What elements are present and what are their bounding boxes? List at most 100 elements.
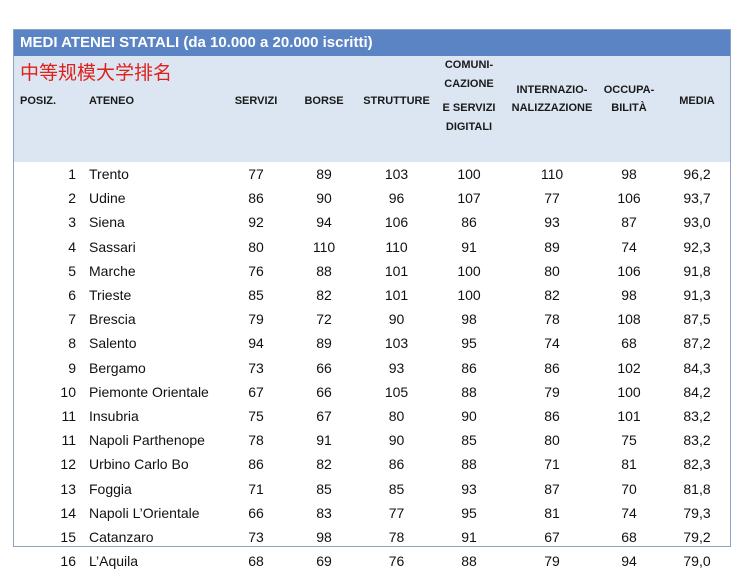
cell-ateneo: Urbino Carlo Bo bbox=[89, 456, 189, 473]
cell-servizi: 66 bbox=[248, 504, 264, 521]
cell-ateneo: Catanzaro bbox=[89, 529, 154, 545]
cell-occupabilita: 106 bbox=[617, 262, 641, 279]
cell-posizione: 12 bbox=[60, 456, 76, 473]
cell-servizi: 92 bbox=[248, 214, 264, 231]
cell-internazionalizzazione: 80 bbox=[544, 262, 560, 279]
cell-media: 79,2 bbox=[683, 529, 711, 545]
cell-internazionalizzazione: 74 bbox=[544, 335, 560, 352]
cell-internazionalizzazione: 79 bbox=[544, 553, 560, 570]
cell-borse: 66 bbox=[316, 359, 332, 376]
cell-servizi: 94 bbox=[248, 335, 264, 352]
table-row: 13 Foggia 71 85 85 93 87 70 81,8 bbox=[14, 477, 730, 501]
header-comunicazione-3: E SERVIZI bbox=[442, 102, 496, 114]
cell-servizi: 79 bbox=[248, 311, 264, 328]
cell-borse: 98 bbox=[316, 529, 332, 545]
cell-occupabilita: 94 bbox=[621, 553, 637, 570]
cell-occupabilita: 74 bbox=[621, 238, 637, 255]
table-row: 4 Sassari 80 110 110 91 89 74 92,3 bbox=[14, 235, 730, 259]
cell-occupabilita: 68 bbox=[621, 335, 637, 352]
cell-borse: 90 bbox=[316, 190, 332, 207]
cell-occupabilita: 81 bbox=[621, 456, 637, 473]
cell-media: 82,3 bbox=[683, 456, 711, 473]
cell-servizi: 68 bbox=[248, 553, 264, 570]
cell-posizione: 8 bbox=[68, 335, 76, 352]
cell-occupabilita: 74 bbox=[621, 504, 637, 521]
cell-posizione: 4 bbox=[68, 238, 76, 255]
cell-ateneo: Sassari bbox=[89, 238, 136, 255]
cell-occupabilita: 102 bbox=[617, 359, 641, 376]
cell-posizione: 14 bbox=[60, 504, 76, 521]
cell-ateneo: Bergamo bbox=[89, 359, 146, 376]
cell-strutture: 80 bbox=[388, 408, 405, 424]
cell-strutture: 77 bbox=[388, 504, 405, 521]
table-row: 10 Piemonte Orientale 67 66 105 88 79 100 84,2 bbox=[14, 380, 730, 404]
header-strutture: STRUTTURE bbox=[363, 95, 430, 107]
table-row: 11 Napoli Parthenope 78 91 90 85 80 75 83,2 bbox=[14, 428, 730, 452]
cell-occupabilita: 75 bbox=[621, 432, 637, 449]
cell-occupabilita: 87 bbox=[621, 214, 637, 231]
cell-internazionalizzazione: 87 bbox=[544, 480, 560, 497]
header-internazionalizzazione-1: INTERNAZIO- bbox=[516, 84, 588, 96]
cell-strutture: 78 bbox=[388, 529, 405, 545]
cell-occupabilita: 98 bbox=[621, 166, 637, 182]
cell-posizione: 5 bbox=[68, 262, 76, 279]
cell-comunicazione: 93 bbox=[461, 480, 477, 497]
cell-ateneo: Napoli L’Orientale bbox=[89, 504, 200, 521]
cell-media: 79,3 bbox=[683, 504, 711, 521]
table-subtitle: 中等规模大学排名 bbox=[20, 62, 173, 84]
cell-borse: 110 bbox=[312, 238, 336, 255]
header-borse: BORSE bbox=[304, 95, 344, 107]
cell-posizione: 15 bbox=[60, 529, 76, 545]
header-occupabilita-2: BILITÀ bbox=[611, 102, 647, 114]
table-row: 5 Marche 76 88 101 100 80 106 91,8 bbox=[14, 259, 730, 283]
cell-borse: 83 bbox=[316, 504, 332, 521]
cell-internazionalizzazione: 79 bbox=[544, 383, 560, 400]
cell-servizi: 75 bbox=[248, 408, 264, 424]
cell-comunicazione: 88 bbox=[461, 383, 477, 400]
cell-media: 83,2 bbox=[683, 432, 711, 449]
table-title: MEDI ATENEI STATALI (da 10.000 a 20.000 … bbox=[14, 30, 730, 56]
cell-occupabilita: 100 bbox=[617, 383, 641, 400]
cell-strutture: 101 bbox=[384, 262, 409, 279]
cell-ateneo: Trieste bbox=[89, 287, 132, 303]
cell-strutture: 90 bbox=[388, 311, 405, 328]
cell-borse: 69 bbox=[316, 553, 332, 570]
cell-occupabilita: 108 bbox=[617, 311, 641, 328]
cell-comunicazione: 100 bbox=[457, 287, 481, 303]
header-comunicazione-4: DIGITALI bbox=[445, 121, 493, 133]
cell-posizione: 9 bbox=[68, 359, 76, 376]
cell-media: 92,3 bbox=[683, 238, 711, 255]
cell-strutture: 85 bbox=[388, 480, 405, 497]
cell-ateneo: Piemonte Orientale bbox=[89, 383, 209, 400]
cell-occupabilita: 68 bbox=[621, 529, 637, 545]
cell-media: 83,2 bbox=[683, 408, 711, 424]
table-row: 15 Catanzaro 73 98 78 91 67 68 79,2 bbox=[14, 525, 730, 549]
cell-media: 84,2 bbox=[683, 383, 711, 400]
cell-media: 84,3 bbox=[683, 359, 711, 376]
header-comunicazione-2: CAZIONE bbox=[444, 78, 494, 90]
cell-borse: 85 bbox=[316, 480, 332, 497]
cell-media: 79,0 bbox=[683, 553, 711, 570]
cell-servizi: 85 bbox=[248, 287, 264, 303]
table-header: 中等规模大学排名 POSIZ. ATENEO SERVIZI BORSE STR… bbox=[14, 56, 730, 162]
cell-borse: 91 bbox=[316, 432, 332, 449]
cell-comunicazione: 100 bbox=[457, 262, 481, 279]
cell-internazionalizzazione: 81 bbox=[544, 504, 560, 521]
cell-borse: 82 bbox=[316, 287, 332, 303]
cell-posizione: 2 bbox=[68, 190, 76, 207]
cell-comunicazione: 95 bbox=[461, 335, 477, 352]
cell-internazionalizzazione: 71 bbox=[544, 456, 560, 473]
cell-borse: 72 bbox=[316, 311, 332, 328]
cell-ateneo: Salento bbox=[89, 335, 137, 352]
header-posiz: POSIZ. bbox=[20, 95, 57, 107]
cell-posizione: 7 bbox=[68, 311, 76, 328]
cell-comunicazione: 100 bbox=[457, 166, 481, 182]
cell-strutture: 106 bbox=[384, 214, 409, 231]
cell-posizione: 1 bbox=[68, 166, 76, 182]
cell-internazionalizzazione: 110 bbox=[540, 166, 564, 182]
cell-servizi: 73 bbox=[248, 529, 264, 545]
cell-comunicazione: 86 bbox=[461, 359, 477, 376]
cell-servizi: 78 bbox=[248, 432, 264, 449]
cell-occupabilita: 98 bbox=[621, 287, 637, 303]
cell-occupabilita: 101 bbox=[617, 408, 641, 424]
